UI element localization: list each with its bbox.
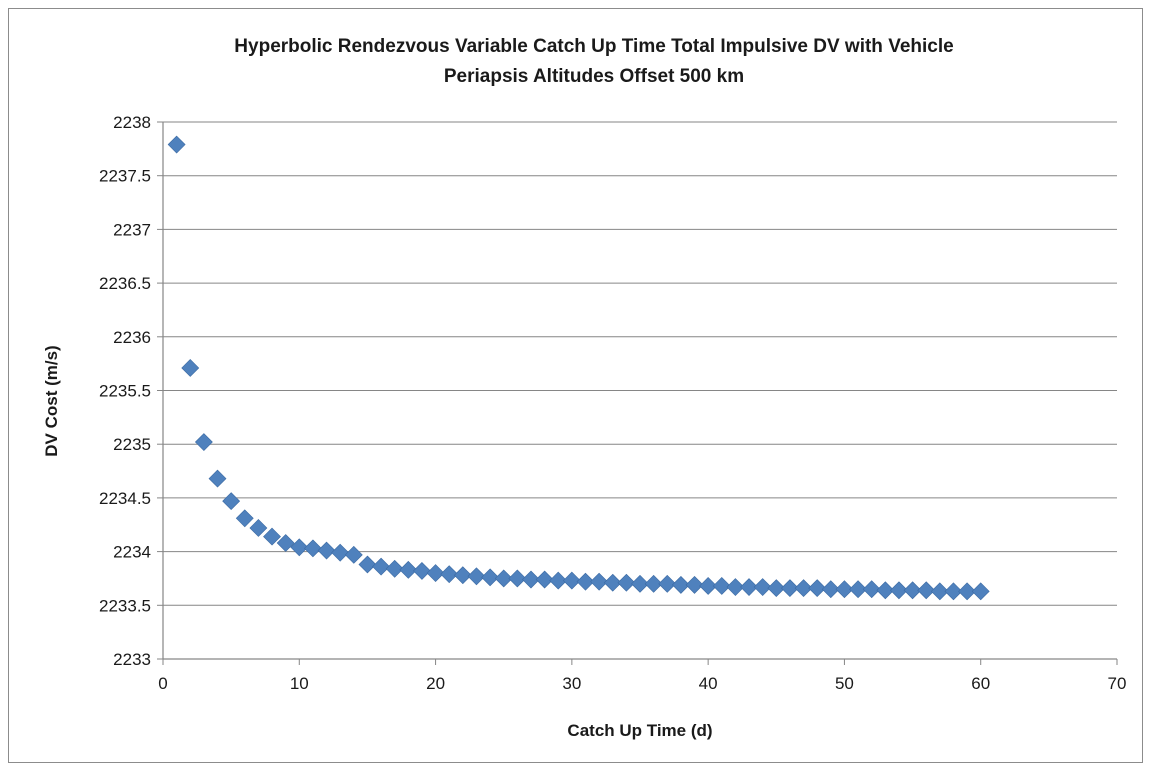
data-point bbox=[562, 571, 581, 590]
y-tick-label: 2233.5 bbox=[99, 596, 151, 615]
x-tick-label: 0 bbox=[158, 674, 167, 693]
chart-title-line-2: Periapsis Altitudes Offset 500 km bbox=[444, 66, 744, 87]
data-point bbox=[481, 568, 500, 587]
data-point bbox=[617, 573, 636, 592]
data-point bbox=[194, 433, 213, 451]
data-point bbox=[671, 575, 690, 594]
data-point bbox=[590, 572, 609, 591]
x-tick-label: 30 bbox=[562, 674, 581, 693]
data-point bbox=[849, 580, 867, 599]
data-point bbox=[603, 573, 622, 592]
data-point bbox=[358, 555, 377, 574]
y-tick-label: 2236 bbox=[113, 328, 151, 347]
y-tick-label: 2238 bbox=[113, 113, 151, 132]
y-tick-label: 2235 bbox=[113, 435, 151, 454]
data-point bbox=[303, 539, 322, 558]
data-point bbox=[917, 581, 936, 600]
data-points bbox=[167, 135, 990, 601]
data-point bbox=[331, 543, 350, 562]
data-point bbox=[767, 579, 786, 598]
data-point bbox=[290, 538, 309, 557]
data-point bbox=[780, 579, 799, 598]
data-point bbox=[685, 575, 704, 594]
x-tick-label: 20 bbox=[426, 674, 445, 693]
chart-frame: Hyperbolic Rendezvous Variable Catch Up … bbox=[8, 8, 1143, 763]
x-tick-labels: 0 10 20 30 40 50 60 70 bbox=[158, 674, 1126, 693]
data-point bbox=[181, 359, 200, 377]
x-tick-label: 40 bbox=[699, 674, 718, 693]
data-point bbox=[726, 578, 745, 596]
data-point bbox=[535, 570, 554, 589]
y-tick-label: 2234 bbox=[113, 543, 151, 562]
data-point bbox=[372, 557, 390, 576]
data-point bbox=[276, 534, 295, 552]
data-point bbox=[453, 566, 472, 585]
axes bbox=[157, 121, 1118, 665]
data-point bbox=[808, 579, 827, 598]
data-point bbox=[753, 578, 772, 596]
x-tick-label: 50 bbox=[835, 674, 854, 693]
scatter-chart: Hyperbolic Rendezvous Variable Catch Up … bbox=[42, 36, 1126, 740]
data-point bbox=[958, 582, 977, 601]
y-tick-label: 2237 bbox=[113, 220, 151, 239]
data-point bbox=[467, 567, 486, 586]
data-point bbox=[413, 562, 431, 580]
data-point bbox=[699, 577, 718, 595]
data-point bbox=[208, 469, 227, 488]
x-axis-title: Catch Up Time (d) bbox=[567, 721, 712, 740]
gridlines bbox=[163, 121, 1117, 606]
data-point bbox=[794, 579, 813, 598]
data-point bbox=[944, 582, 963, 601]
y-tick-labels: 2233 2233.5 2234 2234.5 2235 2235.5 2236 2236.5… bbox=[99, 113, 151, 669]
data-point bbox=[549, 571, 568, 590]
data-point bbox=[167, 135, 186, 154]
y-tick-label: 2236.5 bbox=[99, 274, 151, 293]
data-point bbox=[971, 582, 990, 601]
y-tick-label: 2234.5 bbox=[99, 489, 151, 508]
data-point bbox=[263, 527, 281, 546]
data-point bbox=[658, 574, 677, 593]
data-point bbox=[222, 492, 241, 511]
data-point bbox=[821, 580, 840, 599]
data-point bbox=[385, 559, 404, 578]
data-point bbox=[862, 580, 881, 599]
data-point bbox=[399, 560, 418, 579]
data-point bbox=[835, 580, 854, 599]
data-point bbox=[249, 519, 268, 537]
y-tick-label: 2237.5 bbox=[99, 167, 151, 186]
y-tick-label: 2235.5 bbox=[99, 382, 151, 401]
x-tick-label: 70 bbox=[1108, 674, 1127, 693]
data-point bbox=[235, 509, 254, 528]
chart-title-line-1: Hyperbolic Rendezvous Variable Catch Up … bbox=[234, 36, 953, 57]
data-point bbox=[426, 564, 445, 583]
data-point bbox=[317, 541, 336, 560]
data-point bbox=[644, 574, 663, 593]
data-point bbox=[576, 572, 595, 591]
data-point bbox=[522, 570, 540, 589]
data-point bbox=[712, 577, 731, 595]
data-point bbox=[876, 581, 895, 600]
data-point bbox=[890, 581, 908, 600]
data-point bbox=[344, 545, 363, 564]
x-tick-label: 60 bbox=[971, 674, 990, 693]
data-point bbox=[631, 574, 649, 593]
data-point bbox=[508, 569, 527, 588]
y-axis-title: DV Cost (m/s) bbox=[42, 345, 61, 456]
data-point bbox=[494, 569, 513, 588]
x-tick-label: 10 bbox=[290, 674, 309, 693]
data-point bbox=[930, 582, 949, 601]
data-point bbox=[740, 578, 758, 596]
y-tick-label: 2233 bbox=[113, 650, 151, 669]
data-point bbox=[903, 581, 922, 600]
data-point bbox=[440, 565, 459, 584]
